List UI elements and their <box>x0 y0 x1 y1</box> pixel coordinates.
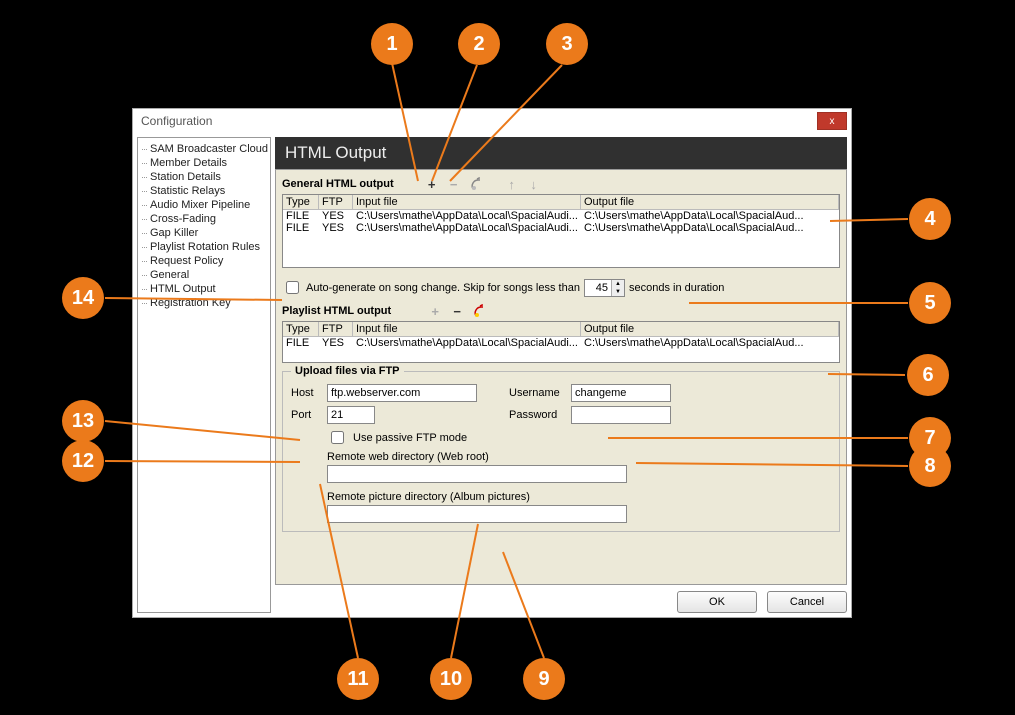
playlist-col-ftp[interactable]: FTP <box>319 322 353 336</box>
ok-button[interactable]: OK <box>677 591 757 613</box>
username-label: Username <box>509 387 565 399</box>
tree-item[interactable]: Registration Key <box>140 296 268 310</box>
general-col-input[interactable]: Input file <box>353 195 581 209</box>
playlist-header: Playlist HTML output <box>282 305 391 317</box>
host-input[interactable] <box>327 384 477 402</box>
panel-title: HTML Output <box>275 137 847 169</box>
auto-generate-checkbox[interactable] <box>286 281 299 294</box>
tree-item[interactable]: SAM Broadcaster Cloud <box>140 142 268 156</box>
annotation-badge-10: 10 <box>430 658 472 700</box>
spinner-up-icon[interactable]: ▲ <box>612 280 624 288</box>
seconds-input[interactable] <box>585 282 611 294</box>
picdir-label: Remote picture directory (Album pictures… <box>327 491 831 503</box>
table-row[interactable]: FILE YES C:\Users\mathe\AppData\Local\Sp… <box>283 337 839 349</box>
playlist-col-input[interactable]: Input file <box>353 322 581 336</box>
auto-generate-pre-label: Auto-generate on song change. Skip for s… <box>306 282 580 294</box>
tree-item[interactable]: Playlist Rotation Rules <box>140 240 268 254</box>
webroot-input[interactable] <box>327 465 627 483</box>
annotation-badge-9: 9 <box>523 658 565 700</box>
annotation-badge-8: 8 <box>909 445 951 487</box>
annotation-badge-11: 11 <box>337 658 379 700</box>
tree-item[interactable]: General <box>140 268 268 282</box>
general-col-type[interactable]: Type <box>283 195 319 209</box>
port-input[interactable] <box>327 406 375 424</box>
cancel-button[interactable]: Cancel <box>767 591 847 613</box>
general-table: Type FTP Input file Output file FILE YES… <box>282 194 840 268</box>
webroot-label: Remote web directory (Web root) <box>327 451 831 463</box>
general-add-button[interactable]: + <box>424 176 440 192</box>
auto-generate-post-label: seconds in duration <box>629 282 724 294</box>
passive-ftp-label: Use passive FTP mode <box>353 432 467 444</box>
playlist-add-button[interactable]: + <box>427 303 443 319</box>
general-remove-button[interactable]: − <box>446 176 462 192</box>
playlist-col-output[interactable]: Output file <box>581 322 839 336</box>
spinner-down-icon[interactable]: ▼ <box>612 288 624 296</box>
general-move-up-button[interactable]: ↑ <box>504 176 520 192</box>
annotation-badge-6: 6 <box>907 354 949 396</box>
playlist-remove-button[interactable]: − <box>449 303 465 319</box>
annotation-badge-3: 3 <box>546 23 588 65</box>
general-col-ftp[interactable]: FTP <box>319 195 353 209</box>
tree-item[interactable]: Member Details <box>140 156 268 170</box>
tree-item[interactable]: Audio Mixer Pipeline <box>140 198 268 212</box>
annotation-badge-14: 14 <box>62 277 104 319</box>
playlist-table: Type FTP Input file Output file FILE YES… <box>282 321 840 363</box>
ftp-legend: Upload files via FTP <box>291 365 404 377</box>
host-label: Host <box>291 387 321 399</box>
window-close-button[interactable]: x <box>817 112 847 130</box>
tree-item[interactable]: Request Policy <box>140 254 268 268</box>
password-input[interactable] <box>571 406 671 424</box>
general-header: General HTML output <box>282 178 394 190</box>
password-label: Password <box>509 409 565 421</box>
playlist-col-type[interactable]: Type <box>283 322 319 336</box>
title-bar: Configuration x <box>133 109 851 133</box>
general-edit-button[interactable] <box>468 176 484 192</box>
username-input[interactable] <box>571 384 671 402</box>
general-col-output[interactable]: Output file <box>581 195 839 209</box>
annotation-badge-12: 12 <box>62 440 104 482</box>
port-label: Port <box>291 409 321 421</box>
annotation-badge-5: 5 <box>909 282 951 324</box>
annotation-badge-2: 2 <box>458 23 500 65</box>
config-tree: SAM Broadcaster Cloud Member Details Sta… <box>137 137 271 613</box>
tree-item[interactable]: Statistic Relays <box>140 184 268 198</box>
annotation-badge-1: 1 <box>371 23 413 65</box>
playlist-edit-button[interactable] <box>471 303 487 319</box>
picdir-input[interactable] <box>327 505 627 523</box>
configuration-dialog: Configuration x SAM Broadcaster Cloud Me… <box>132 108 852 618</box>
tree-item[interactable]: HTML Output <box>140 282 268 296</box>
general-move-down-button[interactable]: ↓ <box>526 176 542 192</box>
annotation-badge-13: 13 <box>62 400 104 442</box>
tree-item[interactable]: Cross-Fading <box>140 212 268 226</box>
seconds-spinner[interactable]: ▲▼ <box>584 279 625 297</box>
tree-item[interactable]: Station Details <box>140 170 268 184</box>
table-row[interactable]: FILE YES C:\Users\mathe\AppData\Local\Sp… <box>283 222 839 234</box>
tree-item[interactable]: Gap Killer <box>140 226 268 240</box>
passive-ftp-checkbox[interactable] <box>331 431 344 444</box>
ftp-fieldset: Upload files via FTP Host Username Port <box>282 371 840 532</box>
table-row[interactable]: FILE YES C:\Users\mathe\AppData\Local\Sp… <box>283 210 839 222</box>
window-title: Configuration <box>141 114 817 128</box>
annotation-badge-4: 4 <box>909 198 951 240</box>
